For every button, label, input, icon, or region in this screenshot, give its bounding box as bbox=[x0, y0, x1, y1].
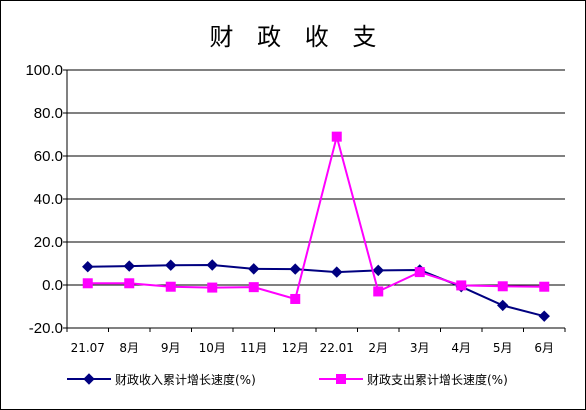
data-point bbox=[456, 280, 467, 291]
y-tick-label: 80.0 bbox=[34, 105, 63, 122]
data-point bbox=[82, 278, 93, 289]
data-point bbox=[538, 310, 550, 322]
x-tick-label: 5月 bbox=[493, 341, 513, 355]
series-2 bbox=[82, 131, 550, 304]
data-point bbox=[290, 293, 301, 304]
legend-label: 财政支出累计增长速度(%) bbox=[367, 372, 508, 387]
data-point bbox=[539, 281, 550, 292]
x-tick-label: 22.01 bbox=[320, 341, 354, 355]
series-1 bbox=[82, 259, 550, 322]
data-point bbox=[497, 281, 508, 292]
data-point bbox=[289, 263, 301, 275]
x-tick-label: 9月 bbox=[161, 341, 181, 355]
legend-marker bbox=[83, 373, 95, 385]
y-tick-label: 60.0 bbox=[34, 148, 63, 165]
y-tick-label: 20.0 bbox=[34, 234, 63, 251]
x-tick-label: 21.07 bbox=[71, 341, 105, 355]
data-point bbox=[165, 281, 176, 292]
x-tick-label: 11月 bbox=[240, 341, 267, 355]
legend-item: 财政收入累计增长速度(%) bbox=[67, 372, 256, 387]
y-tick-label: 0.0 bbox=[42, 277, 63, 294]
x-tick-label: 8月 bbox=[119, 341, 139, 355]
legend-label: 财政收入累计增长速度(%) bbox=[115, 372, 256, 387]
data-point bbox=[206, 259, 218, 271]
data-point bbox=[372, 264, 384, 277]
x-tick-label: 6月 bbox=[534, 341, 554, 355]
axes bbox=[66, 70, 565, 329]
series-line bbox=[87, 132, 545, 301]
x-tick-label: 10月 bbox=[199, 341, 226, 355]
grid-lines bbox=[67, 69, 565, 329]
x-tick-label: 4月 bbox=[451, 341, 471, 355]
data-point bbox=[497, 299, 509, 312]
data-point bbox=[82, 261, 94, 273]
y-axis-ticks: 100.0 80.0 60.0 40.0 20.0 0.0 -20.0 bbox=[25, 62, 67, 337]
series-group bbox=[82, 131, 550, 322]
legend: 财政收入累计增长速度(%) 财政支出累计增长速度(%) bbox=[67, 372, 508, 387]
y-tick-label: -20.0 bbox=[29, 320, 63, 337]
x-tick-label: 12月 bbox=[282, 341, 309, 355]
data-point bbox=[248, 282, 259, 293]
legend-item: 财政支出累计增长速度(%) bbox=[319, 372, 508, 387]
data-point bbox=[331, 266, 343, 278]
data-point bbox=[123, 260, 135, 272]
data-point bbox=[331, 131, 342, 142]
data-point bbox=[373, 286, 384, 297]
data-point bbox=[248, 263, 260, 275]
chart-title: 财 政 收 支 bbox=[210, 23, 385, 51]
x-tick-label: 3月 bbox=[410, 341, 430, 355]
data-point bbox=[124, 278, 135, 289]
x-axis-ticks: 21.07 8月 9月 10月 11月 12月 22.01 2月 3月 4月 5月 6月 bbox=[66, 328, 566, 355]
data-point bbox=[414, 267, 425, 278]
y-tick-label: 100.0 bbox=[25, 62, 63, 79]
data-point bbox=[207, 282, 218, 293]
y-tick-label: 40.0 bbox=[34, 191, 63, 208]
legend-marker bbox=[336, 374, 346, 384]
x-tick-label: 2月 bbox=[368, 341, 388, 355]
series-line bbox=[87, 264, 545, 318]
data-point bbox=[165, 259, 177, 271]
